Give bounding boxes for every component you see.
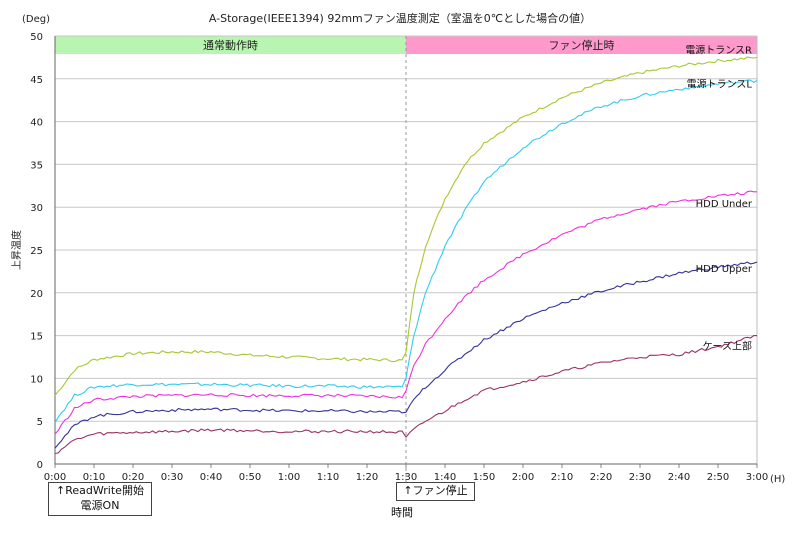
phase-band-0 (55, 36, 406, 54)
y-tick-label-3: 15 (30, 332, 43, 343)
series-label-1: 電源トランスL (687, 78, 753, 91)
phase-label-0: 通常動作時 (203, 38, 258, 52)
annotation-fan-stop-text: ↑ファン停止 (403, 484, 468, 497)
axis-ticks: 0 5 10 15 20 25 30 35 40 45 50 0:00 0:10 0:20 0:30 0:40… (30, 32, 768, 483)
x-tick-label-15: 2:30 (629, 472, 651, 483)
x-tick-label-18: 3:00 (746, 472, 768, 483)
series-line-2 (54, 190, 757, 435)
x-tick-label-5: 0:50 (239, 472, 261, 483)
x-tick-label-12: 2:00 (512, 472, 534, 483)
x-tick-label-10: 1:40 (434, 472, 456, 483)
y-tick-label-7: 35 (30, 160, 43, 171)
x-axis-title: 時間 (391, 506, 413, 519)
x-tick-label-13: 2:10 (551, 472, 573, 483)
series-label-3: HDD Upper (696, 264, 753, 275)
x-tick-label-2: 0:20 (122, 472, 144, 483)
y-tick-label-0: 0 (37, 460, 43, 471)
x-tick-label-11: 1:50 (473, 472, 495, 483)
series-line-3 (54, 261, 758, 449)
x-tick-label-1: 0:10 (83, 472, 105, 483)
y-tick-label-4: 20 (30, 289, 43, 300)
y-tick-label-8: 40 (30, 118, 43, 129)
x-tick-label-6: 1:00 (278, 472, 300, 483)
x-tick-label-14: 2:20 (590, 472, 612, 483)
series-line-0 (54, 56, 758, 396)
x-unit-label: (H) (770, 474, 785, 485)
annotation-readwrite-start: ↑ReadWrite開始 電源ON (48, 482, 152, 516)
phase-band-1 (406, 36, 757, 54)
phase-bands: 通常動作時 ファン停止時 (55, 36, 757, 54)
y-tick-label-6: 30 (30, 203, 43, 214)
y-tick-label-1: 5 (37, 417, 43, 428)
x-tick-label-7: 1:10 (317, 472, 339, 483)
annotation-readwrite-text: ↑ReadWrite開始 (56, 484, 144, 497)
phase-label-1: ファン停止時 (549, 38, 615, 52)
chart-title: A-Storage(IEEE1394) 92mmファン温度測定（室温を0℃とした… (209, 11, 591, 25)
grid (54, 35, 758, 482)
annotation-fan-stop: ↑ファン停止 (396, 482, 475, 501)
y-tick-label-9: 45 (30, 75, 43, 86)
x-tick-label-4: 0:40 (200, 472, 222, 483)
series-line-4 (54, 334, 758, 455)
series-label-0: 電源トランスR (685, 43, 752, 56)
x-tick-label-8: 1:20 (356, 472, 378, 483)
series-line-1 (54, 79, 758, 423)
y-tick-label-2: 10 (30, 374, 43, 385)
y-axis-title: 上昇温度 (10, 230, 23, 270)
series-lines (54, 56, 758, 455)
series-label-4: ケース上部 (703, 340, 753, 353)
x-tick-label-0: 0:00 (44, 472, 66, 483)
x-tick-label-3: 0:30 (161, 472, 183, 483)
series-labels: 電源トランスR 電源トランスL HDD Under HDD Upper ケース上部 (685, 43, 753, 352)
series-label-2: HDD Under (696, 199, 753, 210)
y-tick-label-5: 25 (30, 246, 43, 257)
annotation-power-on-text: 電源ON (80, 499, 120, 512)
y-tick-label-10: 50 (30, 32, 43, 43)
y-unit-label: (Deg) (22, 14, 50, 25)
x-tick-label-9: 1:30 (395, 472, 417, 483)
x-tick-label-17: 2:50 (707, 472, 729, 483)
x-tick-label-16: 2:40 (668, 472, 690, 483)
